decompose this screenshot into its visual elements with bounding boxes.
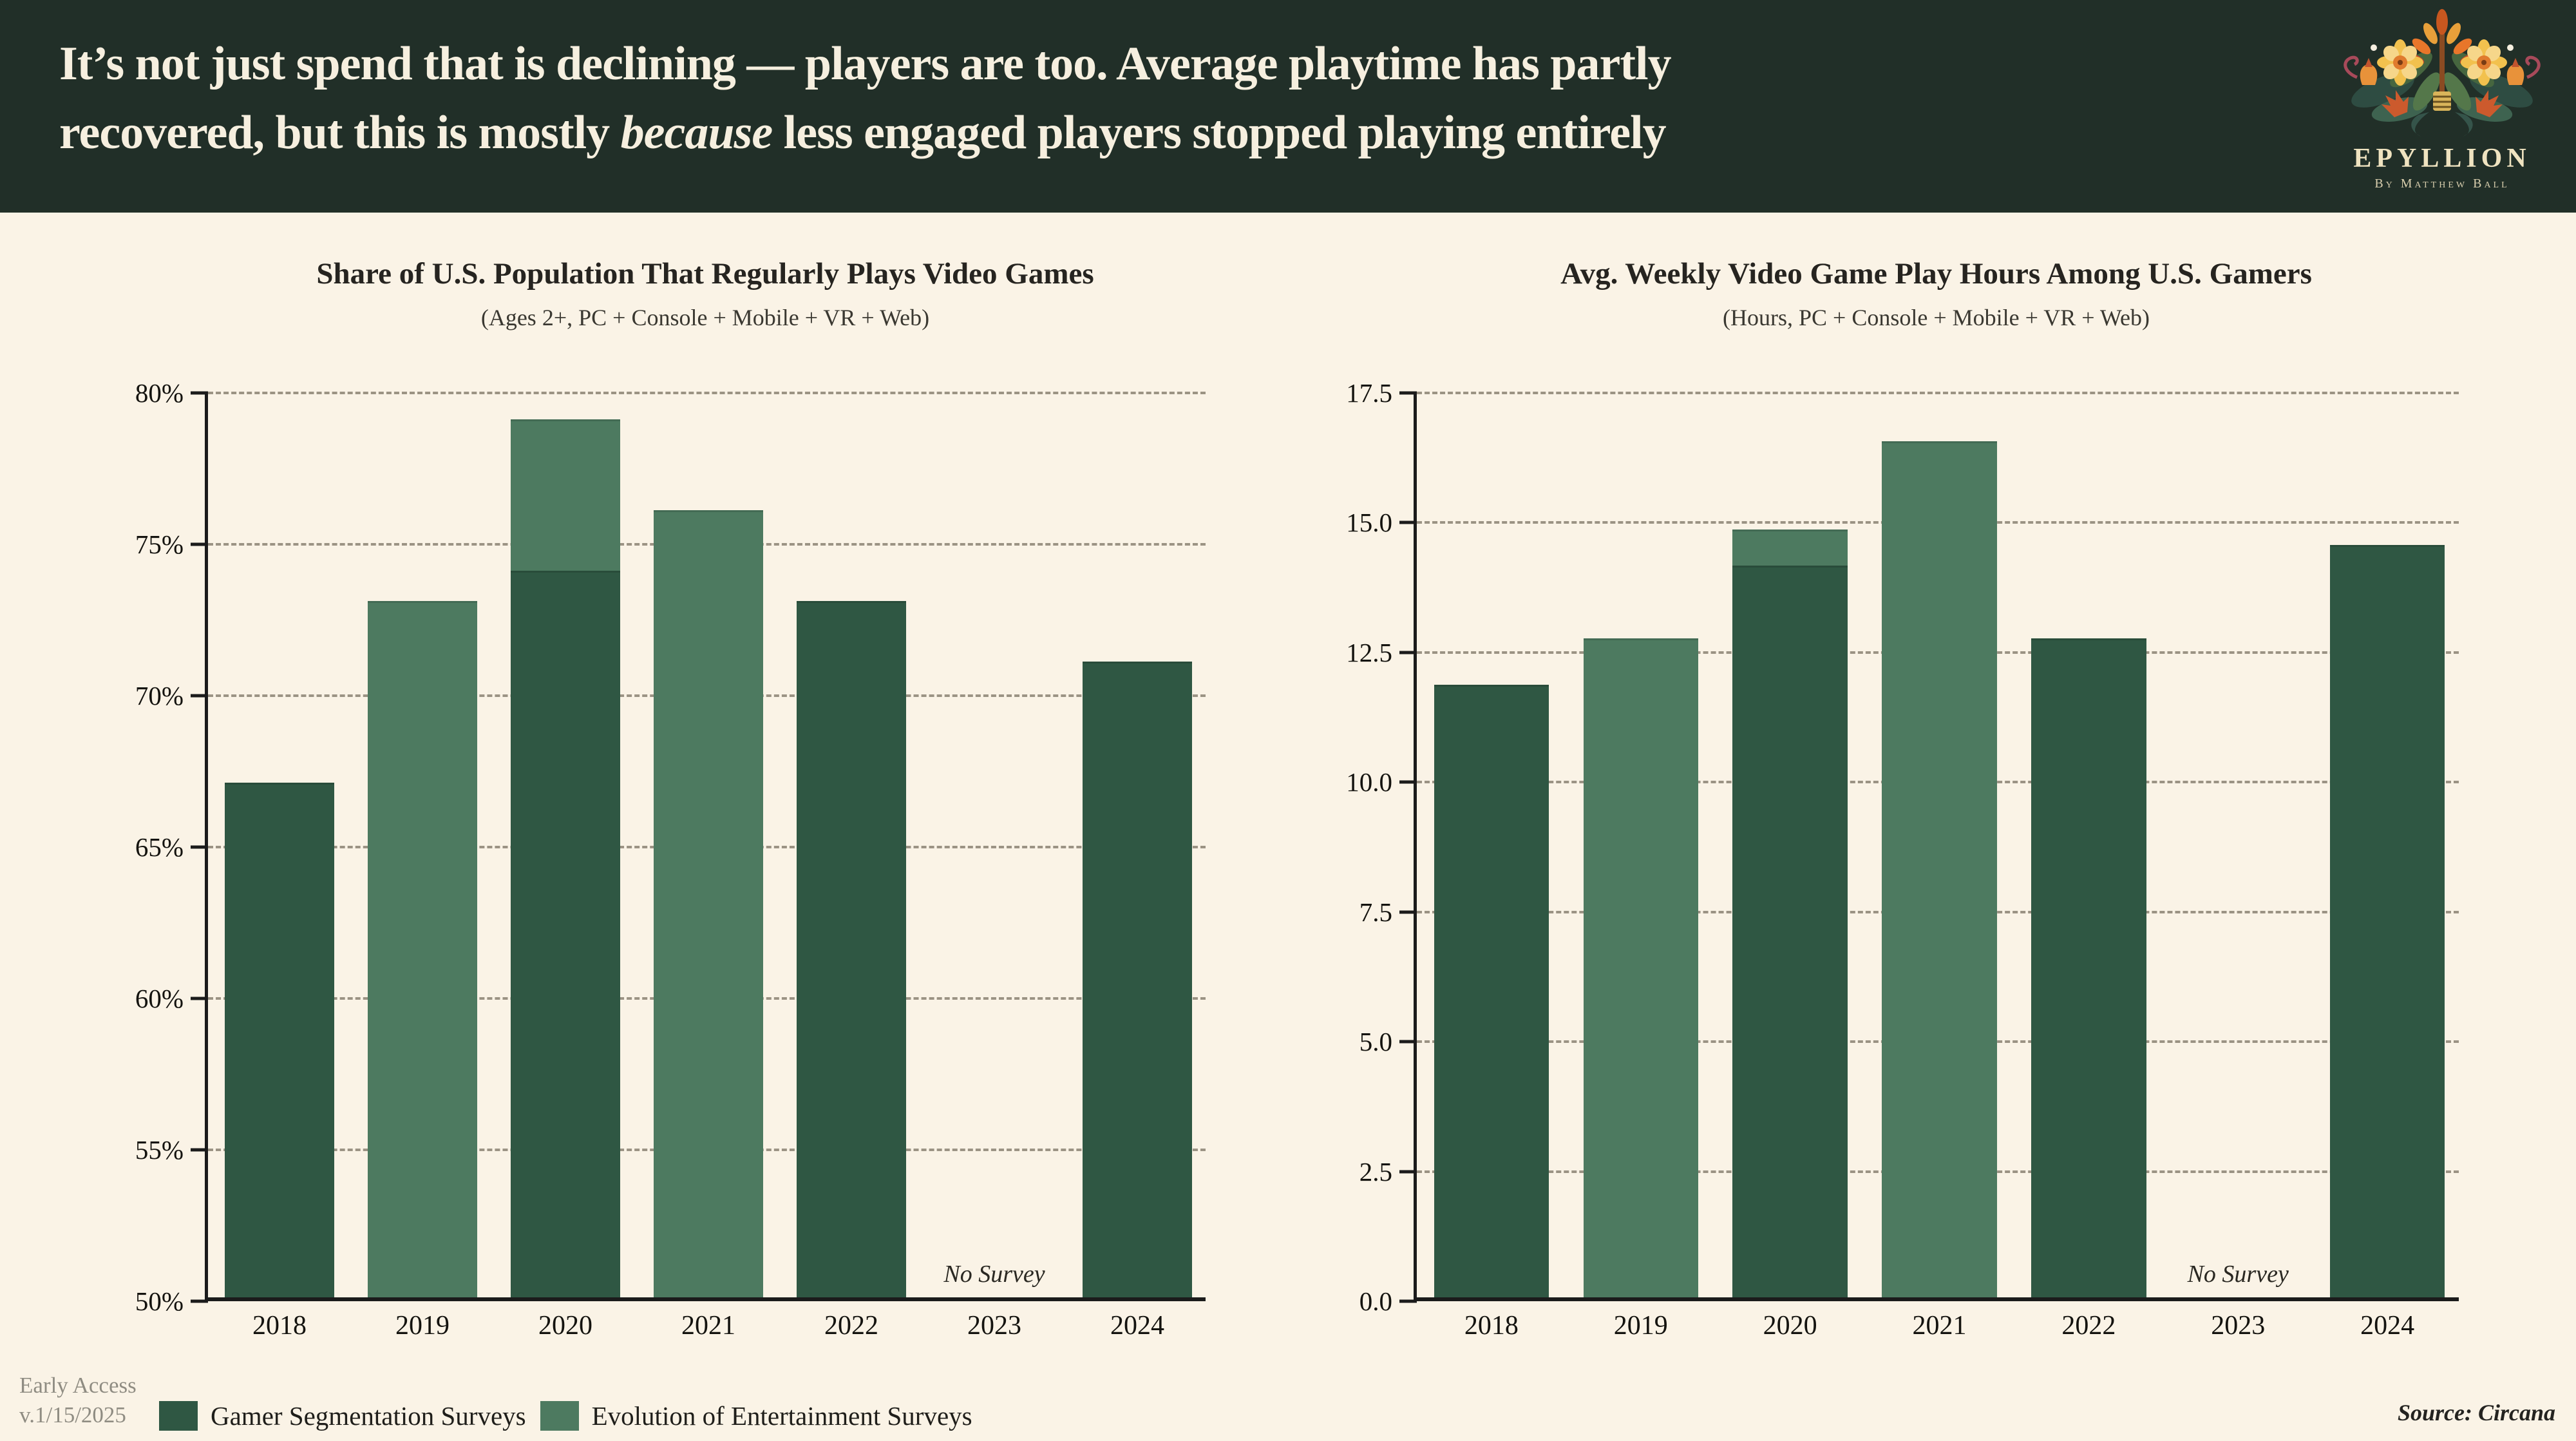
source-note: Source: Circana xyxy=(2397,1400,2555,1426)
y-tick-label: 15.0 xyxy=(1346,508,1392,538)
plot-area: 80% 75% 70% 65% 60% 55% 50% 2018 2019 2020 2021 202… xyxy=(135,378,1206,1341)
headline-line1: It’s not just spend that is declining — … xyxy=(59,37,1672,90)
y-axis-tick xyxy=(1399,520,1417,524)
x-tick-label: 2019 xyxy=(1613,1311,1668,1341)
y-tick-label: 0.0 xyxy=(1359,1286,1392,1316)
y-axis-tick xyxy=(191,542,208,546)
x-tick-label: 2024 xyxy=(1110,1311,1164,1341)
plot-area: 17.5 15.0 12.5 10.0 7.5 5.0 2.5 0.0 2018 2019 2020… xyxy=(1346,378,2459,1341)
y-axis-tick xyxy=(191,1148,208,1152)
chart-subtitle: (Ages 2+, PC + Console + Mobile + VR + W… xyxy=(480,305,930,330)
y-tick-label: 60% xyxy=(135,984,184,1013)
y-axis-tick xyxy=(1399,1299,1417,1303)
y-tick-label: 50% xyxy=(135,1286,184,1316)
x-tick-label: 2022 xyxy=(824,1311,878,1341)
y-tick-label: 75% xyxy=(135,530,184,559)
legend-swatch-light xyxy=(540,1401,579,1431)
bar-dark-2020 xyxy=(510,571,621,1297)
x-tick-label: 2021 xyxy=(681,1311,735,1341)
y-axis-tick xyxy=(191,694,208,698)
epyllion-logo-flowers-icon xyxy=(2344,9,2541,137)
bar-light-2019 xyxy=(367,601,478,1297)
legend: Gamer Segmentation Surveys Evolution of … xyxy=(159,1397,972,1435)
x-tick-label: 2023 xyxy=(967,1311,1021,1341)
headline-line2: recovered, but this is mostly because le… xyxy=(59,106,1667,159)
bar-dark-2022 xyxy=(2031,638,2146,1297)
gridline xyxy=(1417,392,2459,394)
y-axis-tick xyxy=(1399,1170,1417,1174)
chart-title: Avg. Weekly Video Game Play Hours Among … xyxy=(1560,257,2312,291)
y-axis-tick xyxy=(1399,780,1417,784)
header-banner: It’s not just spend that is declining — … xyxy=(0,0,2576,213)
x-tick-label: 2021 xyxy=(1912,1311,1967,1341)
y-axis-tick xyxy=(1399,651,1417,654)
x-tick-label: 2020 xyxy=(538,1311,592,1341)
bar-dark-2022 xyxy=(796,601,907,1297)
x-tick-label: 2018 xyxy=(252,1311,307,1341)
headline-emphasis: because xyxy=(620,106,773,159)
y-tick-label: 12.5 xyxy=(1346,637,1392,667)
flower-left xyxy=(2377,39,2423,86)
y-tick-label: 80% xyxy=(135,378,184,408)
y-tick-label: 10.0 xyxy=(1346,767,1392,797)
logo-wordmark: EPYLLION xyxy=(2353,144,2531,173)
x-tick-label: 2018 xyxy=(1464,1311,1519,1341)
x-tick-label: 2023 xyxy=(2211,1311,2266,1341)
version-note-line1: Early Access xyxy=(19,1373,137,1398)
bar-dark-2024 xyxy=(2329,544,2445,1297)
no-survey-label: No Survey xyxy=(2187,1261,2289,1288)
y-tick-label: 5.0 xyxy=(1359,1027,1392,1057)
y-axis-tick xyxy=(191,997,208,1000)
logo-byline: By Matthew Ball xyxy=(2374,177,2510,191)
y-axis-tick xyxy=(1399,910,1417,914)
y-tick-label: 2.5 xyxy=(1359,1156,1392,1187)
bar-dark-2024 xyxy=(1082,662,1193,1297)
x-tick-label: 2019 xyxy=(395,1311,450,1341)
y-tick-label: 70% xyxy=(135,681,184,711)
epyllion-logo: EPYLLION By Matthew Ball xyxy=(2326,8,2558,207)
headline: It’s not just spend that is declining — … xyxy=(59,30,2313,167)
version-note: Early Access v.1/15/2025 xyxy=(19,1371,137,1430)
bar-light-2021 xyxy=(1882,441,1997,1297)
x-tick-label: 2024 xyxy=(2360,1311,2415,1341)
bar-dark-2020 xyxy=(1732,565,1848,1297)
chart-title: Share of U.S. Population That Regularly … xyxy=(316,257,1094,291)
chart-subtitle: (Hours, PC + Console + Mobile + VR + Web… xyxy=(1723,305,2150,330)
y-tick-label: 17.5 xyxy=(1346,378,1392,408)
y-tick-label: 55% xyxy=(135,1135,184,1165)
bar-light-2021 xyxy=(653,510,764,1297)
y-axis-tick xyxy=(191,845,208,849)
x-tick-label: 2022 xyxy=(2061,1311,2116,1341)
y-axis-tick xyxy=(191,391,208,395)
y-axis-tick xyxy=(191,1299,208,1303)
flower-right xyxy=(2461,39,2507,86)
bar-dark-2018 xyxy=(224,783,335,1297)
y-axis-tick xyxy=(1399,1040,1417,1044)
y-tick-label: 7.5 xyxy=(1359,897,1392,927)
legend-item-evolution-entertainment: Evolution of Entertainment Surveys xyxy=(540,1400,972,1431)
legend-swatch-dark xyxy=(159,1401,198,1431)
bar-dark-2018 xyxy=(1434,685,1549,1297)
legend-label: Evolution of Entertainment Surveys xyxy=(591,1401,972,1431)
bar-light-2019 xyxy=(1583,638,1699,1297)
version-note-line2: v.1/15/2025 xyxy=(19,1402,126,1427)
legend-label: Gamer Segmentation Surveys xyxy=(211,1401,526,1431)
y-tick-label: 65% xyxy=(135,832,184,862)
no-survey-label: No Survey xyxy=(943,1261,1045,1288)
y-axis-tick xyxy=(1399,391,1417,395)
x-tick-label: 2020 xyxy=(1763,1311,1817,1341)
gridline xyxy=(208,392,1206,394)
legend-item-gamer-segmentation: Gamer Segmentation Surveys xyxy=(159,1400,526,1431)
